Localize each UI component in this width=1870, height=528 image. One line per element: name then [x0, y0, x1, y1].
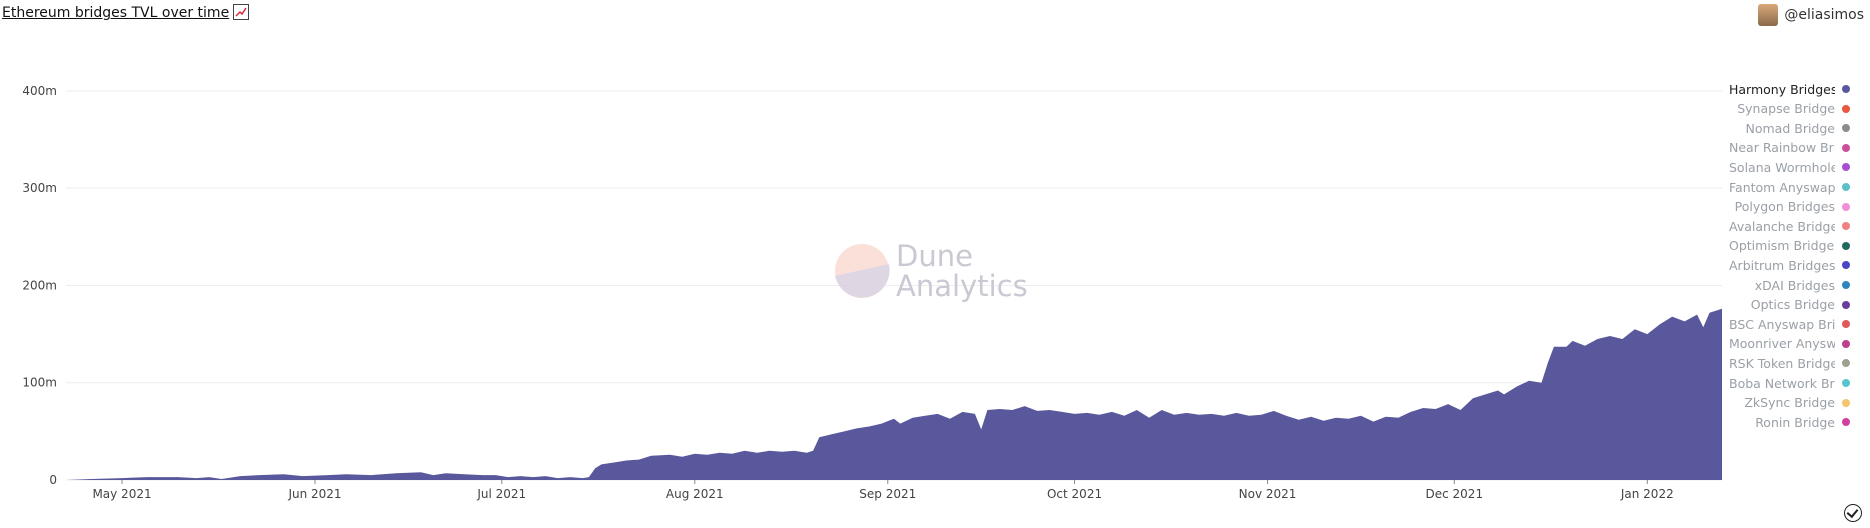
legend-item[interactable]: xDAI Bridges — [1755, 276, 1850, 294]
legend-label: Arbitrum Bridges — [1729, 257, 1835, 273]
legend-item[interactable]: BSC Anyswap Brid — [1729, 315, 1850, 333]
legend-item[interactable]: Solana Wormhole — [1729, 158, 1850, 176]
legend-color-dot — [1842, 379, 1850, 387]
y-tick-label: 0 — [49, 473, 57, 487]
check-circle-icon[interactable] — [1844, 504, 1862, 522]
watermark-line2: Analytics — [896, 269, 1028, 303]
dune-watermark: Dune Analytics — [835, 239, 1028, 303]
legend-item[interactable]: Near Rainbow Bric — [1729, 139, 1850, 157]
legend-color-dot — [1842, 124, 1850, 133]
x-tick-label: Jan 2022 — [1620, 487, 1674, 501]
x-tick-label: Jun 2021 — [287, 487, 341, 501]
legend-color-dot — [1842, 359, 1850, 368]
legend-label: Ronin Bridge — [1755, 414, 1835, 430]
avatar — [1758, 4, 1779, 26]
legend-color-dot — [1842, 241, 1850, 250]
legend-item[interactable]: ZkSync Bridge — [1744, 394, 1850, 412]
x-tick-label: Jul 2021 — [476, 487, 526, 501]
y-tick-label: 200m — [22, 278, 57, 292]
legend-color-dot — [1842, 418, 1850, 427]
legend-label: Optics Bridge — [1750, 297, 1835, 313]
chart-title[interactable]: Ethereum bridges TVL over time — [2, 4, 250, 21]
legend-item[interactable]: Moonriver Anyswa — [1729, 335, 1850, 353]
author-name: @eliasimos — [1784, 7, 1864, 23]
legend-item[interactable]: Harmony Bridges — [1729, 80, 1850, 98]
legend-color-dot — [1842, 85, 1850, 93]
legend-color-dot — [1842, 398, 1850, 407]
legend-color-dot — [1842, 143, 1850, 152]
legend-color-dot — [1842, 300, 1850, 309]
legend-item[interactable]: Polygon Bridges — [1735, 198, 1850, 216]
area-series-harmony-bridges[interactable] — [66, 308, 1722, 480]
author[interactable]: @eliasimos — [1758, 4, 1864, 26]
legend-label: Boba Network Bric — [1729, 375, 1835, 391]
x-tick-label: Dec 2021 — [1426, 487, 1484, 501]
x-tick-label: Aug 2021 — [666, 487, 724, 501]
legend-color-dot — [1842, 320, 1850, 329]
legend-label: RSK Token Bridge — [1729, 355, 1835, 371]
legend-item[interactable]: Synapse Bridge — [1737, 100, 1850, 118]
x-tick-label: Oct 2021 — [1047, 487, 1102, 501]
legend-label: Near Rainbow Bric — [1729, 140, 1835, 156]
legend-label: ZkSync Bridge — [1744, 395, 1835, 411]
legend-label: BSC Anyswap Brid — [1729, 316, 1835, 332]
legend-label: Synapse Bridge — [1737, 101, 1835, 117]
legend-label: Avalanche Bridge — [1729, 218, 1835, 234]
legend-item[interactable]: Ronin Bridge — [1755, 413, 1850, 431]
legend-item[interactable]: Arbitrum Bridges — [1729, 256, 1850, 274]
legend-color-dot — [1842, 183, 1850, 191]
chart-up-icon — [233, 4, 250, 20]
y-tick-label: 300m — [22, 181, 57, 195]
legend-item[interactable]: RSK Token Bridge — [1729, 354, 1850, 372]
watermark-logo-shade — [835, 264, 890, 298]
x-tick-label: Nov 2021 — [1239, 487, 1297, 501]
legend-label: Optimism Bridges — [1729, 238, 1835, 254]
legend-color-dot — [1842, 163, 1850, 172]
legend-color-dot — [1842, 339, 1850, 348]
legend-label: Moonriver Anyswa — [1729, 336, 1835, 352]
watermark-line1: Dune — [896, 239, 973, 273]
legend-label: xDAI Bridges — [1754, 277, 1835, 293]
legend-item[interactable]: Nomad Bridge — [1745, 119, 1850, 137]
legend-label: Solana Wormhole — [1729, 159, 1835, 175]
legend-label: Nomad Bridge — [1745, 120, 1836, 136]
x-axis: May 2021 Jun 2021 Jul 2021 Aug 2021 Sep 2021… — [92, 480, 1674, 501]
legend-color-dot — [1842, 222, 1850, 231]
legend-label: Polygon Bridges — [1734, 199, 1835, 215]
series-layer — [66, 308, 1722, 480]
y-tick-label: 400m — [22, 84, 57, 98]
y-axis: 0 100m 200m 300m 400m — [22, 84, 57, 487]
legend-item[interactable]: Fantom Anyswap I — [1729, 178, 1850, 196]
legend-color-dot — [1842, 202, 1850, 211]
legend-item[interactable]: Boba Network Bric — [1729, 374, 1850, 392]
chart-title-text: Ethereum bridges TVL over time — [2, 5, 230, 21]
legend-label: Fantom Anyswap I — [1729, 179, 1835, 195]
legend-color-dot — [1842, 104, 1850, 113]
legend-item[interactable]: Optics Bridge — [1751, 296, 1850, 314]
legend-label: Harmony Bridges — [1729, 81, 1835, 97]
x-tick-label: Sep 2021 — [859, 487, 916, 501]
legend-color-dot — [1842, 281, 1850, 289]
legend-item[interactable]: Avalanche Bridge — [1729, 217, 1850, 235]
y-tick-label: 100m — [22, 376, 57, 390]
legend-item[interactable]: Optimism Bridges — [1729, 237, 1850, 255]
legend-color-dot — [1842, 261, 1850, 270]
x-tick-label: May 2021 — [92, 487, 151, 501]
